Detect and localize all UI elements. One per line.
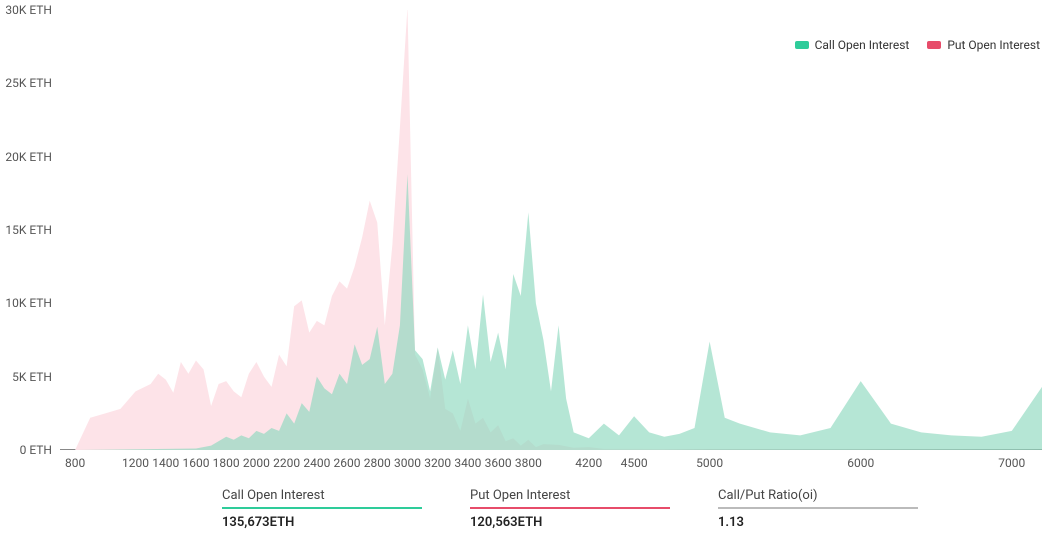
stat-value: 1.13 [718,515,918,530]
legend-item-put: Put Open Interest [927,38,1040,52]
legend-label-call: Call Open Interest [815,38,910,52]
y-tick-label: 10K ETH [5,296,52,310]
x-tick-label: 4200 [575,456,602,470]
y-tick-label: 5K ETH [12,370,52,384]
y-tick-label: 20K ETH [5,150,52,164]
x-tick-label: 3600 [485,456,512,470]
legend-label-put: Put Open Interest [947,38,1040,52]
stat-value: 120,563ETH [470,515,670,530]
x-tick-label: 2200 [273,456,300,470]
x-tick-label: 6000 [847,456,874,470]
stat-ratio: Call/Put Ratio(oi) 1.13 [718,488,918,530]
stat-rule [470,507,670,509]
y-tick-label: 30K ETH [5,3,52,17]
x-tick-label: 3200 [424,456,451,470]
stat-label: Put Open Interest [470,488,670,507]
stat-rule [222,507,422,509]
x-tick-label: 4500 [621,456,648,470]
stat-label: Call Open Interest [222,488,422,507]
x-tick-label: 1800 [213,456,240,470]
x-tick-label: 3800 [515,456,542,470]
x-tick-label: 2600 [334,456,361,470]
chart-svg [60,10,1042,450]
stat-label: Call/Put Ratio(oi) [718,488,918,507]
x-tick-label: 1600 [182,456,209,470]
legend-item-call: Call Open Interest [795,38,910,52]
legend: Call Open Interest Put Open Interest [795,38,1040,52]
stat-value: 135,673ETH [222,515,422,530]
legend-swatch-put [927,41,941,49]
stat-put-oi: Put Open Interest 120,563ETH [470,488,670,530]
x-tick-label: 800 [65,456,85,470]
chart-container: 0 ETH 5K ETH 10K ETH 15K ETH 20K ETH 25K ETH 3… [0,0,1052,538]
x-tick-label: 1400 [152,456,179,470]
y-tick-label: 15K ETH [5,223,52,237]
x-tick-label: 3000 [394,456,421,470]
x-tick-label: 3400 [454,456,481,470]
x-tick-label: 1200 [122,456,149,470]
legend-swatch-call [795,41,809,49]
stat-rule [718,507,918,509]
x-tick-label: 7000 [998,456,1025,470]
x-tick-label: 2000 [243,456,270,470]
y-tick-label: 0 ETH [20,443,52,457]
x-tick-label: 2400 [303,456,330,470]
stats-row: Call Open Interest 135,673ETH Put Open I… [222,488,918,530]
x-tick-label: 2800 [364,456,391,470]
plot-area: 0 ETH5K ETH10K ETH15K ETH20K ETH25K ETH3… [60,10,1042,450]
y-tick-label: 25K ETH [5,76,52,90]
x-tick-label: 5000 [696,456,723,470]
stat-call-oi: Call Open Interest 135,673ETH [222,488,422,530]
